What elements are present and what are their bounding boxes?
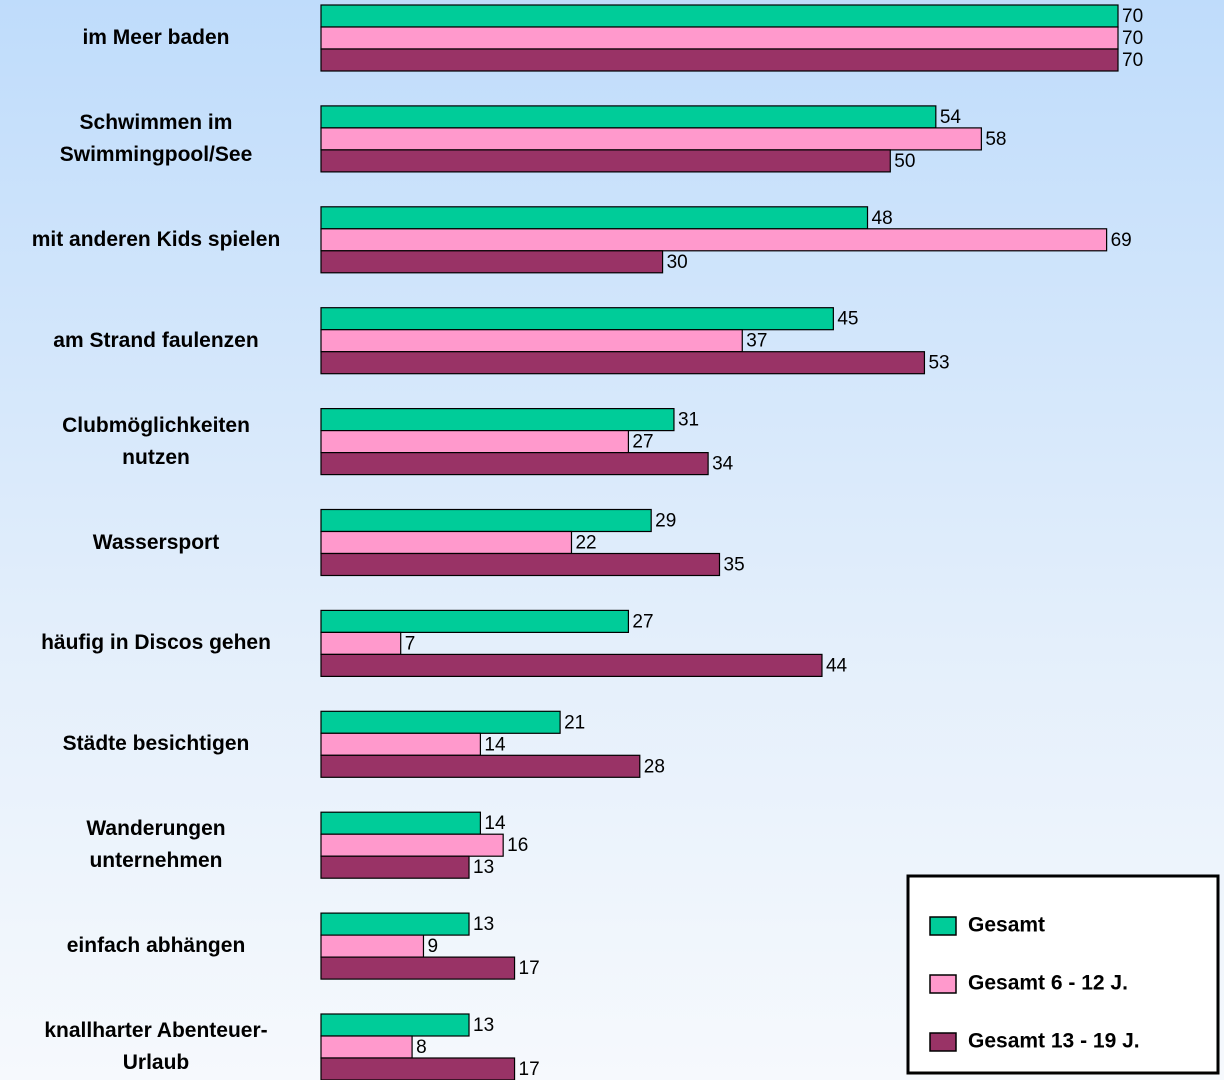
value-label: 53 [928,353,949,374]
category-label: Clubmöglichkeiten nutzen [62,413,250,469]
value-label: 37 [746,331,767,352]
bar [320,26,1119,50]
value-label: 45 [837,309,858,330]
legend-swatch [929,1032,957,1052]
bar [320,530,573,555]
category-label: Schwimmen im Swimmingpool/See [59,110,253,166]
value-label: 48 [872,208,893,229]
bar [320,228,1108,252]
category-label: mit anderen Kids spielen [31,227,281,251]
bar [320,250,664,274]
legend-label: Gesamt 13 - 19 J. [968,1030,1140,1053]
value-label: 35 [724,555,745,576]
value-label: 70 [1122,50,1143,71]
value-label: 22 [575,533,596,554]
bar [320,609,630,634]
bar [320,452,709,476]
category-label: knallharter Abenteuer- Urlaub [44,1019,268,1074]
value-label: 14 [484,734,506,755]
value-label: 8 [416,1037,427,1058]
value-label: 7 [405,633,416,654]
bar [320,430,630,454]
bar [320,105,937,129]
bar [320,552,721,577]
value-label: 14 [484,813,506,834]
bar [320,710,561,734]
value-label: 13 [473,1015,494,1036]
value-label: 70 [1122,6,1143,27]
bar [320,329,743,353]
category-label: Wanderungen unternehmen [86,817,226,873]
value-label: 21 [564,712,585,733]
value-label: 16 [507,835,528,856]
legend-label: Gesamt [968,914,1045,937]
bar [320,4,1119,28]
bar [320,811,481,835]
bar [320,351,926,375]
value-label: 50 [894,151,915,172]
value-label: 28 [644,756,665,777]
category-label: einfach abhängen [66,934,246,958]
category-label: Städte besichtigen [62,732,250,756]
value-label: 29 [655,511,676,532]
bar [320,307,834,331]
bar [320,956,516,980]
value-label: 27 [632,432,653,453]
value-label: 54 [940,107,962,128]
value-label: 13 [473,914,494,935]
bar [320,833,504,857]
legend-swatch [929,916,957,936]
value-label: 17 [519,958,540,979]
value-label: 69 [1111,230,1132,251]
value-label: 58 [985,129,1006,150]
bar [320,48,1119,72]
bar [320,912,470,936]
bar [320,1013,470,1037]
value-label: 30 [667,252,688,273]
value-label: 17 [519,1059,540,1080]
legend-box [906,874,1220,1075]
bar [320,127,982,151]
bar [320,732,481,756]
category-label: im Meer baden [82,26,230,49]
value-label: 44 [826,655,848,676]
category-label: am Strand faulenzen [53,328,259,352]
category-label: häufig in Discos gehen [41,631,271,655]
bar [320,1057,516,1080]
value-label: 13 [473,857,494,878]
value-label: 31 [678,410,699,431]
legend-label: Gesamt 6 - 12 J. [968,972,1128,995]
bar [320,149,891,173]
bar [320,653,823,678]
value-label: 9 [427,936,438,957]
value-label: 34 [712,454,734,475]
value-label: 70 [1122,28,1143,49]
bar [320,206,869,230]
bar [320,1035,413,1059]
category-label: Wassersport [92,530,220,554]
bar [320,508,652,533]
bar [320,408,675,432]
legend-swatch [929,974,957,994]
bar [320,855,470,879]
bar [320,631,402,656]
bar [320,754,641,778]
value-label: 27 [632,611,653,632]
bar [320,934,425,958]
